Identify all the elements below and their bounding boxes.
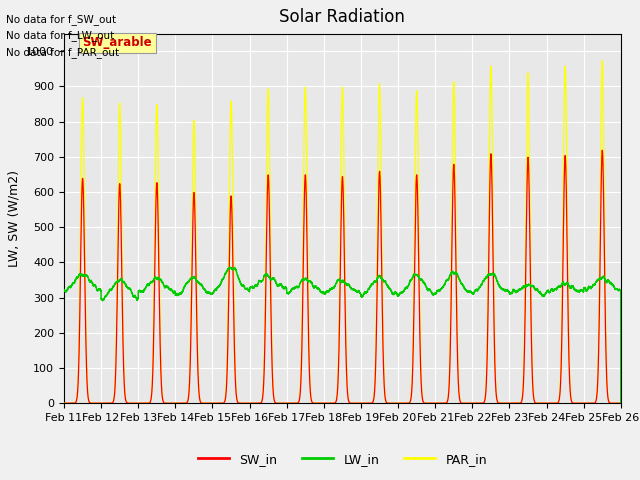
Title: Solar Radiation: Solar Radiation <box>280 9 405 26</box>
Text: No data for f_SW_out: No data for f_SW_out <box>6 13 116 24</box>
Text: No data for f_LW_out: No data for f_LW_out <box>6 30 115 41</box>
Text: SW_arable: SW_arable <box>83 36 152 49</box>
Text: No data for f_PAR_out: No data for f_PAR_out <box>6 47 120 58</box>
Legend: SW_in, LW_in, PAR_in: SW_in, LW_in, PAR_in <box>193 448 492 471</box>
Y-axis label: LW, SW (W/m2): LW, SW (W/m2) <box>8 170 20 267</box>
